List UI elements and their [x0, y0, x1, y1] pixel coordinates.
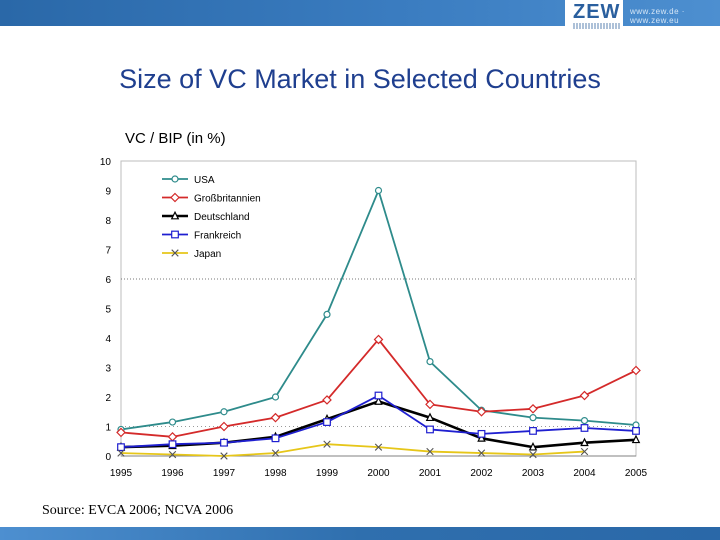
legend-marker-japan	[171, 249, 179, 257]
data-point-usa	[168, 418, 177, 426]
x-tick-label: 1996	[161, 468, 184, 479]
data-point-japan	[529, 450, 537, 459]
legend-label-japan: Japan	[194, 249, 221, 260]
legend-marker-grossbritannien	[170, 192, 180, 203]
page-title: Size of VC Market in Selected Countries	[119, 64, 601, 94]
data-point-frankreich	[323, 418, 331, 426]
data-point-grossbritannien	[425, 399, 435, 410]
data-point-deutschland	[425, 412, 435, 422]
data-point-usa	[323, 310, 331, 318]
data-point-usa	[271, 393, 280, 401]
x-tick-label: 2002	[470, 468, 493, 479]
data-point-frankreich	[271, 434, 280, 443]
x-tick-label: 1997	[213, 468, 236, 479]
data-point-japan	[271, 449, 280, 457]
data-point-deutschland	[477, 433, 486, 442]
plot-area	[120, 160, 637, 457]
data-point-japan	[477, 449, 486, 457]
data-point-frankreich	[374, 391, 383, 400]
data-point-frankreich	[117, 443, 125, 452]
y-tick-label: 6	[105, 275, 111, 286]
x-tick-label: 1995	[110, 468, 133, 479]
data-point-grossbritannien	[116, 427, 126, 438]
data-point-japan	[168, 450, 177, 459]
data-point-grossbritannien	[528, 403, 538, 414]
legend-marker-usa	[171, 175, 179, 183]
data-point-deutschland	[528, 442, 538, 451]
x-tick-label: 2001	[419, 468, 442, 479]
data-point-frankreich	[477, 429, 486, 438]
legend-label-frankreich: Frankreich	[194, 231, 241, 242]
y-tick-label: 2	[105, 393, 111, 404]
legend-label-deutschland: Deutschland	[194, 212, 250, 223]
data-point-japan	[220, 452, 228, 460]
legend-marker-frankreich	[171, 230, 179, 239]
data-point-usa	[220, 408, 228, 416]
data-point-grossbritannien	[167, 431, 178, 442]
data-point-grossbritannien	[579, 390, 590, 401]
data-point-grossbritannien	[219, 421, 229, 432]
data-point-frankreich	[426, 425, 434, 434]
x-tick-label: 2005	[625, 468, 648, 479]
data-point-frankreich	[168, 440, 177, 449]
legend-label-usa: USA	[194, 175, 215, 186]
data-point-deutschland	[374, 396, 383, 405]
y-tick-label: 8	[105, 216, 111, 227]
y-tick-label: 9	[105, 187, 111, 198]
data-point-frankreich	[220, 438, 228, 447]
y-tick-label: 4	[105, 334, 111, 345]
data-point-japan	[580, 447, 589, 456]
data-point-frankreich	[632, 427, 640, 435]
data-point-usa	[374, 186, 383, 195]
data-point-usa	[580, 417, 589, 425]
data-point-frankreich	[580, 424, 589, 432]
header-url: www.zew.de · www.zew.eu	[630, 7, 685, 25]
x-tick-label: 2000	[367, 468, 390, 479]
data-point-deutschland	[580, 437, 589, 447]
data-point-grossbritannien	[322, 395, 332, 405]
x-tick-label: 2003	[522, 468, 545, 479]
y-tick-label: 0	[105, 452, 111, 463]
data-point-usa	[426, 358, 434, 366]
chart-subtitle: VC / BIP (in %)	[125, 130, 226, 147]
data-point-deutschland	[631, 434, 641, 444]
legend-label-grossbritannien: Großbritannien	[194, 194, 261, 205]
data-point-japan	[374, 443, 383, 451]
legend-marker-deutschland	[170, 210, 180, 220]
y-tick-label: 1	[105, 423, 111, 434]
data-point-japan	[323, 440, 331, 448]
source-note: Source: EVCA 2006; NCVA 2006	[42, 503, 234, 518]
x-tick-label: 1999	[316, 468, 339, 479]
x-tick-label: 2004	[573, 468, 596, 479]
data-point-japan	[117, 449, 125, 457]
y-tick-label: 7	[105, 246, 111, 257]
logo-text: ZEW	[573, 1, 621, 23]
data-point-usa	[529, 414, 537, 422]
y-tick-label: 5	[105, 305, 111, 316]
y-tick-label: 10	[100, 157, 112, 168]
x-tick-label: 1998	[264, 468, 287, 479]
data-point-japan	[426, 447, 434, 456]
data-point-frankreich	[529, 427, 537, 435]
data-point-grossbritannien	[631, 365, 641, 376]
data-point-grossbritannien	[476, 406, 487, 417]
logo-tagline	[573, 23, 621, 29]
series-line-deutschland	[120, 400, 637, 449]
data-point-grossbritannien	[270, 412, 281, 423]
data-point-grossbritannien	[373, 334, 384, 345]
y-tick-label: 3	[105, 364, 111, 375]
footer-banner	[0, 527, 720, 540]
series-line-grossbritannien	[120, 338, 637, 438]
series-line-japan	[120, 443, 585, 457]
